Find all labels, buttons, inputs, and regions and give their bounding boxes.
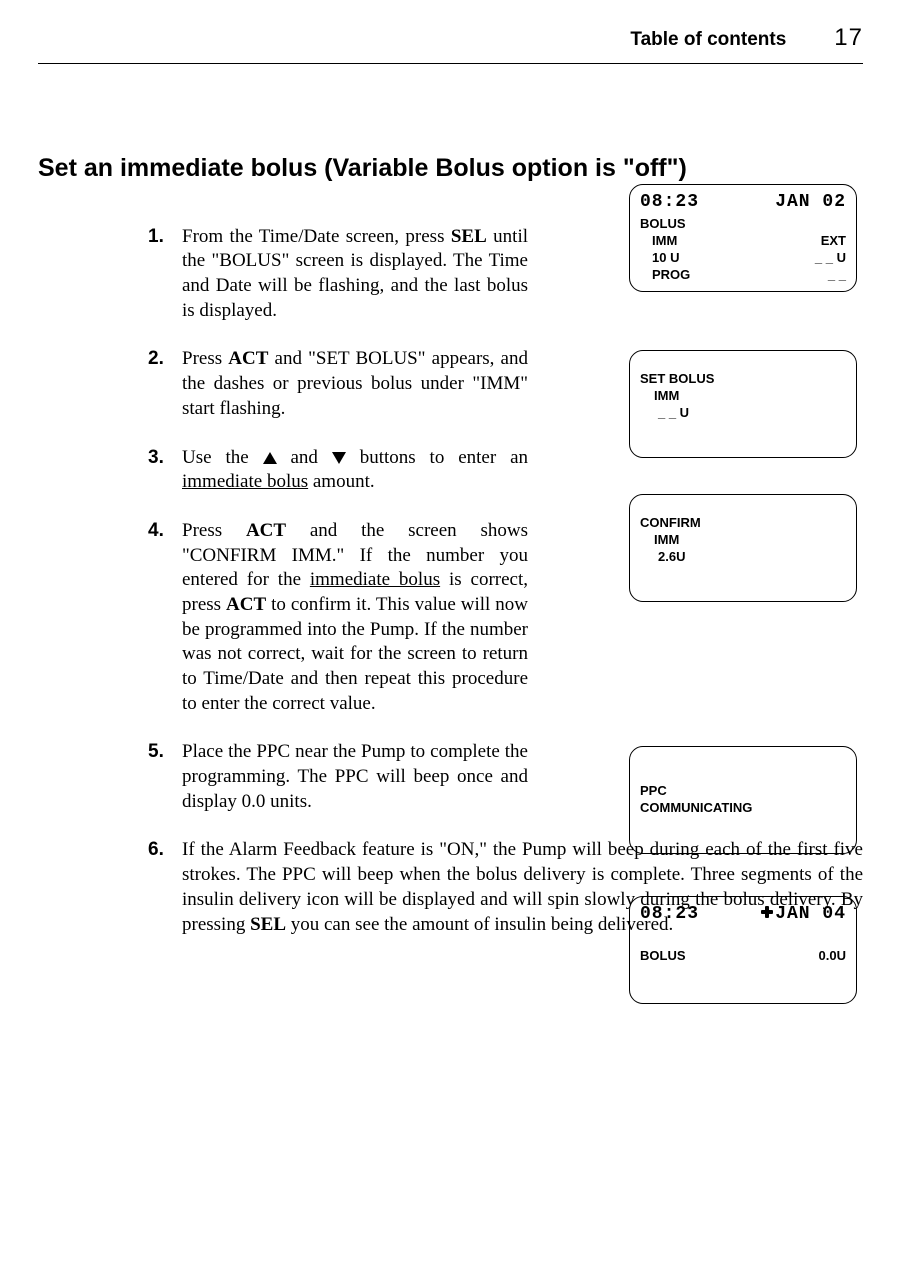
step-number: 2. [148, 347, 168, 421]
lcd-line: SET BOLUS [640, 371, 846, 388]
lcd-line: IMM [640, 388, 846, 405]
lcd-value: 2.6U [640, 549, 846, 566]
step-number: 5. [148, 740, 168, 814]
lcd-screen-confirm: CONFIRM IMM 2.6U [629, 494, 857, 602]
lcd-screen-ppc: PPC COMMUNICATING [629, 746, 857, 854]
lcd-screen-set-bolus: SET BOLUS IMM _ _ U [629, 350, 857, 458]
step-text: Press ACT and the screen shows "CONFIRM … [182, 519, 528, 717]
lcd-col-header: EXT [821, 233, 846, 250]
step-number: 4. [148, 519, 168, 717]
down-arrow-icon [332, 452, 346, 464]
lcd-screen-delivery: 08:23 JAN 04 BOLUS 0.0U [629, 896, 857, 1004]
lcd-value: _ _ U [815, 250, 846, 267]
lcd-value: 0.0U [819, 948, 846, 965]
page-header: Table of contents 17 [38, 22, 863, 64]
up-arrow-icon [263, 452, 277, 464]
lcd-value: _ _ U [640, 405, 846, 422]
lcd-value: _ _ [828, 267, 846, 284]
lcd-line: CONFIRM [640, 515, 846, 532]
lcd-line: COMMUNICATING [640, 800, 846, 817]
step-number: 3. [148, 446, 168, 495]
lcd-value: PROG [652, 267, 690, 284]
lcd-time: 08:23 [640, 903, 699, 926]
step-text: Place the PPC near the Pump to complete … [182, 740, 528, 814]
lcd-value: 10 U [652, 250, 679, 267]
spin-icon [761, 906, 773, 918]
toc-link[interactable]: Table of contents [630, 28, 786, 53]
lcd-line: IMM [640, 532, 846, 549]
lcd-line: BOLUS [640, 216, 846, 233]
step-text: Use the and buttons to enter an immediat… [182, 446, 528, 495]
step-text: From the Time/Date screen, press SEL unt… [182, 225, 528, 324]
lcd-screen-bolus: 08:23 JAN 02 BOLUS IMM EXT 10 U _ _ U PR… [629, 184, 857, 292]
lcd-date: JAN 04 [761, 903, 846, 926]
step-number: 6. [148, 838, 168, 937]
lcd-time: 08:23 [640, 191, 699, 214]
lcd-line: BOLUS [640, 948, 686, 965]
lcd-date: JAN 02 [775, 191, 846, 214]
step-number: 1. [148, 225, 168, 324]
lcd-col-header: IMM [652, 233, 677, 250]
lcd-line: PPC [640, 783, 846, 800]
page-number: 17 [834, 22, 863, 53]
step-text: Press ACT and "SET BOLUS" appears, and t… [182, 347, 528, 421]
section-title: Set an immediate bolus (Variable Bolus o… [38, 152, 863, 185]
